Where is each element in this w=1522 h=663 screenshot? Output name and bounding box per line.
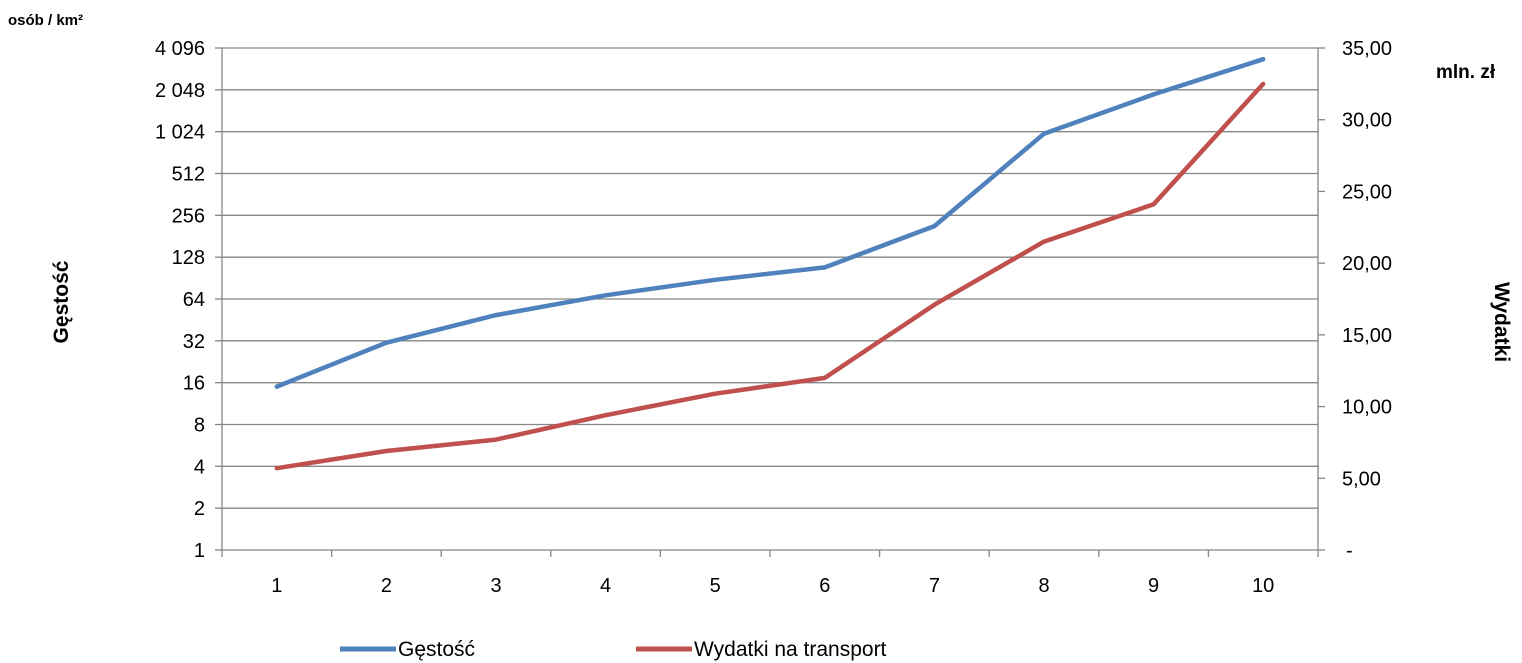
x-tick-label: 3	[490, 575, 501, 597]
x-tick-label: 7	[929, 575, 940, 597]
x-axis-tick-labels: 1 2 3 4 5 6 7 8 9 10	[271, 575, 1274, 597]
right-axis-title: Wydatki	[1490, 282, 1513, 362]
right-tick-label: 20,00	[1342, 253, 1392, 275]
gridlines	[222, 47, 1318, 509]
right-axis-tick-labels: - 5,00 10,00 15,00 20,00 25,00 30,00 35,00	[1342, 38, 1392, 562]
left-tick-label: 256	[172, 205, 205, 227]
x-tick-label: 4	[600, 575, 611, 597]
right-axis-unit: mln. zł	[1436, 62, 1496, 83]
x-tick-label: 10	[1252, 575, 1274, 597]
left-tick-label: 64	[183, 289, 205, 311]
x-tick-label: 2	[381, 575, 392, 597]
right-tick-label: 25,00	[1342, 181, 1392, 203]
left-axis-unit: osób / km²	[8, 12, 83, 29]
left-tick-label: 128	[172, 247, 205, 269]
left-tick-label: 16	[183, 373, 205, 395]
right-tick-label: 30,00	[1342, 110, 1392, 132]
axes	[215, 47, 1325, 557]
x-tick-label: 9	[1148, 575, 1159, 597]
x-tick-label: 8	[1038, 575, 1049, 597]
series-lines	[274, 56, 1266, 471]
legend-label-wydatki: Wydatki na transport	[694, 638, 887, 661]
right-tick-label: 35,00	[1342, 38, 1392, 60]
left-tick-label: 4	[194, 456, 205, 478]
right-tick-label: 15,00	[1342, 325, 1392, 347]
right-tick-label: 10,00	[1342, 397, 1392, 419]
left-tick-label: 8	[194, 415, 205, 437]
x-tick-label: 6	[819, 575, 830, 597]
x-tick-label: 5	[710, 575, 721, 597]
left-tick-label: 1 024	[155, 122, 205, 144]
series-line-wydatki	[274, 81, 1266, 471]
legend-label-gestosc: Gęstość	[398, 638, 475, 661]
legend: Gęstość Wydatki na transport	[340, 638, 887, 661]
x-tick-label: 1	[271, 575, 282, 597]
right-tick-label: -	[1346, 540, 1353, 562]
left-tick-label: 32	[183, 331, 205, 353]
series-line-gestosc	[274, 56, 1266, 389]
left-tick-label: 512	[172, 164, 205, 186]
left-axis-tick-labels: 1 2 4 8 16 32 64 128 256 512 1 024 2 048 4 096	[155, 38, 205, 562]
right-tick-label: 5,00	[1342, 468, 1381, 490]
left-tick-label: 2 048	[155, 80, 205, 102]
left-tick-label: 1	[194, 540, 205, 562]
left-tick-label: 2	[194, 498, 205, 520]
left-axis-title: Gęstość	[50, 260, 73, 343]
left-tick-label: 4 096	[155, 38, 205, 60]
